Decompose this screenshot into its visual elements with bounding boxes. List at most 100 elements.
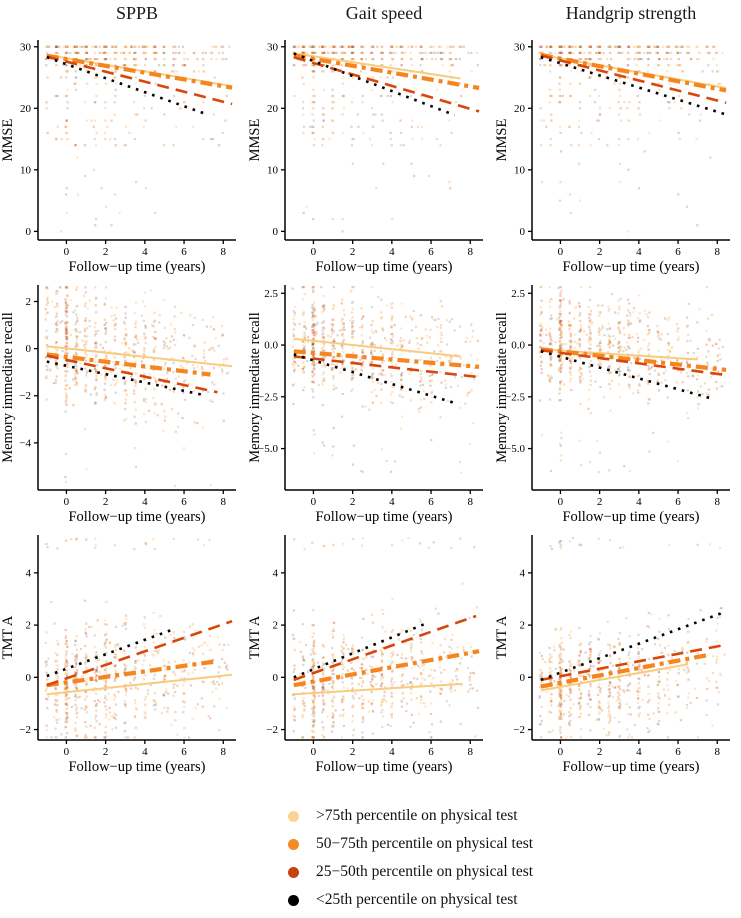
svg-text:8: 8 — [221, 496, 227, 508]
svg-text:2: 2 — [103, 246, 109, 258]
svg-text:8: 8 — [715, 246, 721, 258]
svg-text:6: 6 — [428, 496, 434, 508]
svg-text:MMSE: MMSE — [247, 119, 263, 162]
svg-text:−5.0: −5.0 — [505, 443, 525, 455]
svg-text:0.0: 0.0 — [264, 340, 278, 352]
svg-text:6: 6 — [181, 246, 187, 258]
svg-text:10: 10 — [267, 164, 279, 176]
svg-text:Follow−up time (years): Follow−up time (years) — [562, 259, 699, 275]
svg-text:30: 30 — [20, 41, 32, 53]
svg-text:0: 0 — [273, 226, 279, 238]
svg-text:0: 0 — [311, 246, 317, 258]
svg-text:30: 30 — [267, 41, 279, 53]
svg-text:4: 4 — [142, 246, 148, 258]
svg-text:10: 10 — [514, 164, 526, 176]
svg-text:TMT A: TMT A — [0, 615, 16, 659]
svg-text:0: 0 — [26, 226, 32, 238]
column-titles-row: SPPB Gait speed Handgrip strength — [0, 0, 741, 28]
svg-text:2: 2 — [26, 296, 32, 308]
svg-text:Follow−up time (years): Follow−up time (years) — [68, 759, 205, 775]
svg-text:2: 2 — [597, 246, 603, 258]
svg-text:Follow−up time (years): Follow−up time (years) — [68, 509, 205, 525]
svg-text:8: 8 — [221, 746, 227, 758]
svg-text:−2.5: −2.5 — [258, 391, 278, 403]
svg-text:0: 0 — [558, 246, 564, 258]
svg-text:0: 0 — [26, 672, 32, 684]
legend-item-25-50th: 25−50th percentile on physical test — [288, 858, 741, 886]
panel-gait-mmse: 0 10 20 30 0 2 4 6 8 Follow−up time (years) MMSE — [247, 40, 483, 275]
svg-text:30: 30 — [514, 41, 526, 53]
svg-text:4: 4 — [142, 746, 148, 758]
svg-text:−2: −2 — [19, 390, 31, 402]
panel-sppb-memory: 2 0 −2 −4 0 2 4 6 8 Follow−up time (years) Memory … — [0, 285, 236, 525]
panel-handgrip-memory: 2.5 0.0 −2.5 −5.0 0 2 4 6 8 Follow−up time (years… — [494, 285, 730, 525]
svg-text:4: 4 — [389, 496, 395, 508]
svg-text:Follow−up time (years): Follow−up time (years) — [315, 259, 452, 275]
svg-text:MMSE: MMSE — [0, 119, 16, 162]
legend-item-50-75th: 50−75th percentile on physical test — [288, 830, 741, 858]
svg-text:Memory immediate recall: Memory immediate recall — [247, 312, 263, 463]
svg-text:8: 8 — [468, 496, 474, 508]
panel-sppb-tmta: 4 2 0 −2 0 2 4 6 8 Follow−up time (years) TMT A — [0, 535, 236, 775]
legend-label-25-50th: 25−50th percentile on physical test — [316, 863, 534, 880]
svg-text:6: 6 — [181, 746, 187, 758]
legend-item-under-25th: <25th percentile on physical test — [288, 886, 741, 914]
percentile-legend: >75th percentile on physical test 50−75t… — [0, 780, 741, 914]
column-title-gait-speed: Gait speed — [345, 3, 423, 23]
svg-text:6: 6 — [181, 496, 187, 508]
svg-text:20: 20 — [20, 103, 32, 115]
svg-text:2: 2 — [350, 496, 356, 508]
svg-text:6: 6 — [675, 246, 681, 258]
svg-text:8: 8 — [221, 246, 227, 258]
legend-dot-black-icon — [288, 894, 299, 906]
svg-text:Follow−up time (years): Follow−up time (years) — [68, 259, 205, 275]
svg-text:20: 20 — [267, 103, 279, 115]
svg-text:−5.0: −5.0 — [258, 443, 278, 455]
svg-text:4: 4 — [142, 496, 148, 508]
svg-text:2: 2 — [26, 620, 32, 632]
svg-text:6: 6 — [428, 246, 434, 258]
svg-text:20: 20 — [514, 103, 526, 115]
svg-text:−2: −2 — [19, 724, 31, 736]
svg-text:2: 2 — [103, 746, 109, 758]
svg-text:0: 0 — [26, 343, 32, 355]
svg-text:4: 4 — [26, 567, 32, 579]
svg-text:0: 0 — [64, 746, 70, 758]
legend-label-under-25th: <25th percentile on physical test — [316, 891, 518, 908]
svg-text:−4: −4 — [19, 437, 31, 449]
svg-text:0: 0 — [64, 496, 70, 508]
svg-text:Follow−up time (years): Follow−up time (years) — [562, 509, 699, 525]
svg-text:4: 4 — [636, 496, 642, 508]
svg-text:2.5: 2.5 — [511, 288, 525, 300]
svg-text:0.0: 0.0 — [511, 340, 525, 352]
svg-text:Follow−up time (years): Follow−up time (years) — [315, 509, 452, 525]
svg-text:−2.5: −2.5 — [505, 391, 525, 403]
svg-text:8: 8 — [468, 246, 474, 258]
svg-text:4: 4 — [389, 246, 395, 258]
legend-label-50-75th: 50−75th percentile on physical test — [316, 835, 534, 852]
svg-text:2: 2 — [350, 246, 356, 258]
svg-text:8: 8 — [715, 496, 721, 508]
legend-dot-dark-red-icon — [288, 866, 299, 878]
column-title-handgrip-strength: Handgrip strength — [565, 3, 697, 23]
legend-item-over-75th: >75th percentile on physical test — [288, 802, 741, 830]
scatter-plot-grid: 0 10 20 30 0 2 4 6 8 Follow−up time (years) MMSE 0… — [0, 28, 741, 780]
panel-handgrip-mmse: 0 10 20 30 0 2 4 6 8 Follow−up time (years) MMSE — [494, 40, 730, 275]
svg-text:Memory immediate recall: Memory immediate recall — [0, 312, 16, 463]
legend-label-over-75th: >75th percentile on physical test — [316, 807, 518, 824]
column-title-sppb: SPPB — [115, 3, 159, 23]
legend-dot-light-orange-icon — [288, 810, 299, 822]
svg-text:Memory immediate recall: Memory immediate recall — [494, 312, 510, 463]
svg-text:10: 10 — [20, 164, 32, 176]
svg-text:0: 0 — [311, 496, 317, 508]
svg-text:0: 0 — [64, 246, 70, 258]
svg-text:MMSE: MMSE — [494, 119, 510, 162]
svg-text:6: 6 — [675, 496, 681, 508]
svg-text:2: 2 — [597, 496, 603, 508]
svg-text:4: 4 — [636, 246, 642, 258]
svg-text:2.5: 2.5 — [264, 288, 278, 300]
panel-sppb-mmse: 0 10 20 30 0 2 4 6 8 Follow−up time (years) MMSE — [0, 40, 236, 275]
